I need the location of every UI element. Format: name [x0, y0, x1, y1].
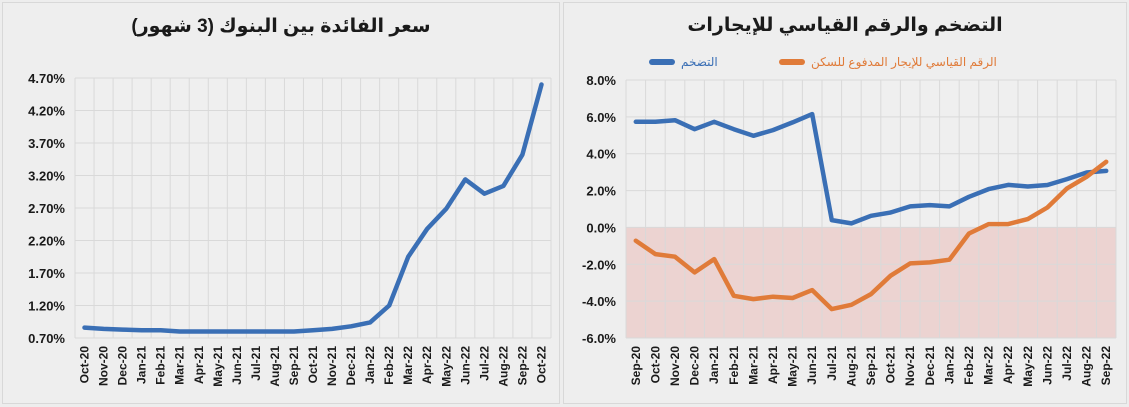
y-tick-label: 0.0% — [586, 220, 616, 235]
x-tick-label: Oct-21 — [884, 346, 898, 384]
y-tick-label: 2.20% — [28, 234, 65, 249]
x-tick-label: Sep-21 — [287, 346, 301, 386]
x-tick-label: Dec-20 — [116, 346, 130, 386]
x-tick-label: Sep-20 — [629, 346, 643, 386]
x-tick-label: Feb-22 — [382, 346, 396, 385]
y-tick-label: 6.0% — [586, 110, 616, 125]
x-tick-label: Apr-21 — [766, 346, 780, 384]
x-tick-label: Oct-20 — [648, 346, 662, 384]
y-tick-label: 3.70% — [28, 136, 65, 151]
x-tick-label: May-22 — [439, 346, 453, 387]
x-tick-label: Jun-21 — [230, 346, 244, 385]
legend-item-rent: الرقم القياسي للإيجار المدفوع للسكن — [779, 53, 997, 71]
chart-title: التضخم والرقم القياسي للإيجارات — [687, 15, 1003, 36]
y-tick-label: 2.0% — [586, 184, 616, 199]
x-tick-label: Jul-22 — [1060, 346, 1074, 381]
y-tick-label: 0.70% — [28, 331, 65, 346]
y-tick-label: 1.20% — [28, 299, 65, 314]
x-tick-label: Jul-21 — [825, 346, 839, 381]
x-tick-label: May-22 — [1021, 346, 1035, 387]
inflation-rent-plot: 8.0% 6.0% 4.0% 2.0% 0.0% -2.0% -4.0% -6.0% Sep-2… — [582, 73, 1117, 387]
y-tick-label: 4.20% — [28, 104, 65, 119]
x-tick-label: May-21 — [786, 346, 800, 387]
interbank-rate-plot: 4.70% 4.20% 3.70% 3.20% 2.70% 2.20% 1.70% 1.20%… — [28, 71, 552, 387]
x-tick-label: Jul-21 — [249, 346, 263, 381]
x-tick-label: Aug-21 — [268, 346, 282, 387]
legend-label-rent: الرقم القياسي للإيجار المدفوع للسكن — [811, 55, 997, 69]
x-tick-label: Apr-21 — [192, 346, 206, 384]
x-tick-label: Jan-22 — [363, 346, 377, 384]
series-line — [633, 159, 1109, 312]
series-line — [82, 82, 544, 334]
x-tick-label: Mar-22 — [401, 346, 415, 385]
x-tick-label: Aug-22 — [1080, 346, 1094, 387]
x-tick-label: Feb-21 — [154, 346, 168, 385]
x-tick-label: Apr-22 — [1001, 346, 1015, 384]
x-tick-label: Jul-22 — [477, 346, 491, 381]
x-tick-label: Jan-21 — [707, 346, 721, 384]
x-tick-label: Oct-21 — [306, 346, 320, 384]
x-tick-label: Nov-20 — [668, 346, 682, 386]
x-tick-label: Dec-20 — [688, 346, 702, 386]
x-tick-label: Jun-21 — [805, 346, 819, 385]
chart-title: سعر الفائدة بين البنوك (3 شهور) — [131, 16, 431, 37]
x-tick-label: Apr-22 — [420, 346, 434, 384]
x-tick-label: Feb-22 — [962, 346, 976, 385]
legend-swatch-rent-icon — [779, 59, 805, 65]
x-tick-label: Jun-22 — [1040, 346, 1054, 385]
y-tick-label: 8.0% — [586, 73, 616, 88]
x-tick-label: Nov-21 — [903, 346, 917, 386]
x-tick-label: Aug-21 — [844, 346, 858, 387]
x-tick-label: Feb-21 — [727, 346, 741, 385]
x-tick-label: Dec-21 — [923, 346, 937, 386]
x-tick-label: Jun-22 — [458, 346, 472, 385]
x-tick-label: May-21 — [211, 346, 225, 387]
y-tick-label: -4.0% — [582, 294, 616, 309]
y-tick-label: 4.0% — [586, 147, 616, 162]
x-tick-label: Aug-22 — [496, 346, 510, 387]
x-tick-label: Nov-21 — [325, 346, 339, 386]
negative-region — [626, 227, 1116, 338]
x-tick-label: Sep-22 — [1099, 346, 1113, 386]
x-tick-label: Jan-21 — [135, 346, 149, 384]
x-tick-label: Mar-22 — [982, 346, 996, 385]
x-tick-label: Jan-22 — [942, 346, 956, 384]
y-tick-label: -2.0% — [582, 257, 616, 272]
legend-item-inflation: التضخم — [649, 53, 718, 71]
y-tick-label: 1.70% — [28, 266, 65, 281]
x-tick-label: Mar-21 — [173, 346, 187, 385]
x-tick-label: Oct-22 — [534, 346, 548, 384]
y-tick-label: 2.70% — [28, 201, 65, 216]
x-tick-label: Oct-20 — [78, 346, 92, 384]
x-tick-label: Dec-21 — [344, 346, 358, 386]
legend-label-inflation: التضخم — [681, 55, 718, 69]
y-tick-label: 4.70% — [28, 71, 65, 86]
x-tick-label: Nov-20 — [97, 346, 111, 386]
legend-swatch-inflation-icon — [649, 59, 675, 65]
x-tick-label: Sep-22 — [515, 346, 529, 386]
y-tick-label: 3.20% — [28, 169, 65, 184]
x-tick-label: Mar-21 — [746, 346, 760, 385]
y-tick-label: -6.0% — [582, 331, 616, 346]
x-tick-label: Sep-21 — [864, 346, 878, 386]
series-line — [633, 111, 1109, 226]
